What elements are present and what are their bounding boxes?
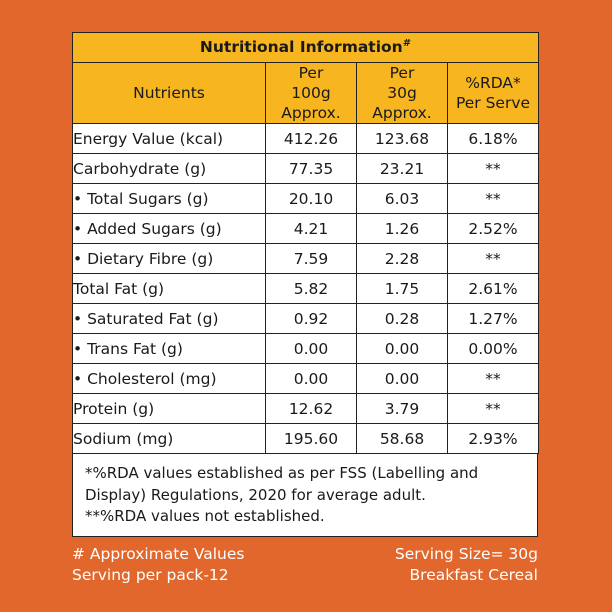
value-rda: ** bbox=[446, 363, 540, 394]
nutrient-name: Total Fat (g) bbox=[72, 273, 266, 304]
value-per-30g: 0.00 bbox=[356, 363, 448, 394]
serving-size: Serving Size= 30g bbox=[394, 545, 538, 563]
header-per-30g: Per 30g Approx. bbox=[356, 62, 448, 124]
value-per-30g: 123.68 bbox=[356, 123, 448, 154]
value-per-100g: 0.00 bbox=[265, 333, 357, 364]
footnote: *%RDA values established as per FSS (Lab… bbox=[72, 454, 538, 537]
table-row: • Trans Fat (g) 0.00 0.00 0.00% bbox=[72, 333, 540, 364]
title-mark: # bbox=[402, 38, 412, 50]
value-per-30g: 6.03 bbox=[356, 183, 448, 214]
column-header-row: Nutrients Per 100g Approx. Per 30g Approx.… bbox=[72, 62, 540, 124]
table-row: Energy Value (kcal) 412.26 123.68 6.18% bbox=[72, 123, 540, 154]
header-nutrients-label: Nutrients bbox=[133, 84, 205, 102]
header-per-100g-label: Per 100g Approx. bbox=[281, 64, 341, 122]
value-per-100g: 0.92 bbox=[265, 303, 357, 334]
value-rda: ** bbox=[446, 393, 540, 424]
nutrient-name: Energy Value (kcal) bbox=[72, 123, 266, 154]
table-row: • Saturated Fat (g) 0.92 0.28 1.27% bbox=[72, 303, 540, 334]
table-row: Protein (g) 12.62 3.79 ** bbox=[72, 393, 540, 424]
value-per-100g: 7.59 bbox=[265, 243, 357, 274]
footnote-line-1: *%RDA values established as per FSS (Lab… bbox=[85, 464, 479, 482]
table-title: Nutritional Information# bbox=[71, 32, 540, 63]
header-rda-label: %RDA* Per Serve bbox=[455, 74, 531, 112]
servings-per-pack: Serving per pack-12 bbox=[72, 566, 229, 584]
nutrient-name: • Cholesterol (mg) bbox=[72, 363, 266, 394]
value-per-100g: 5.82 bbox=[265, 273, 357, 304]
value-per-30g: 58.68 bbox=[356, 423, 448, 454]
nutrition-panel: Nutritional Information# Nutrients Per 10… bbox=[71, 32, 540, 537]
nutrient-name: Sodium (mg) bbox=[72, 423, 266, 454]
value-rda: 6.18% bbox=[446, 123, 540, 154]
value-per-30g: 23.21 bbox=[356, 153, 448, 184]
nutrient-name: Protein (g) bbox=[72, 393, 266, 424]
value-rda: ** bbox=[446, 243, 540, 274]
product-type: Breakfast Cereal bbox=[409, 566, 538, 584]
value-per-100g: 0.00 bbox=[265, 363, 357, 394]
bottom-left: # Approximate Values Serving per pack-12 bbox=[72, 544, 245, 586]
value-per-30g: 0.00 bbox=[356, 333, 448, 364]
bottom-right: Serving Size= 30g Breakfast Cereal bbox=[395, 544, 538, 586]
nutrient-name: • Total Sugars (g) bbox=[72, 183, 266, 214]
nutrient-rows: Energy Value (kcal) 412.26 123.68 6.18% Carb… bbox=[72, 123, 540, 454]
value-rda: 0.00% bbox=[446, 333, 540, 364]
table-row: • Cholesterol (mg) 0.00 0.00 ** bbox=[72, 363, 540, 394]
nutrient-name: • Added Sugars (g) bbox=[72, 213, 266, 244]
value-per-30g: 2.28 bbox=[356, 243, 448, 274]
value-per-100g: 195.60 bbox=[265, 423, 357, 454]
value-rda: 2.93% bbox=[446, 423, 540, 454]
table-row: • Total Sugars (g) 20.10 6.03 ** bbox=[72, 183, 540, 214]
nutrient-name: • Trans Fat (g) bbox=[72, 333, 266, 364]
value-per-30g: 1.75 bbox=[356, 273, 448, 304]
table-row: • Dietary Fibre (g) 7.59 2.28 ** bbox=[72, 243, 540, 274]
value-per-100g: 20.10 bbox=[265, 183, 357, 214]
value-rda: ** bbox=[446, 153, 540, 184]
value-rda: 2.61% bbox=[446, 273, 540, 304]
nutrient-name: • Saturated Fat (g) bbox=[72, 303, 266, 334]
header-nutrients: Nutrients bbox=[72, 62, 266, 124]
header-per-30g-label: Per 30g Approx. bbox=[372, 64, 432, 122]
footnote-line-2: Display) Regulations, 2020 for average a… bbox=[85, 485, 426, 504]
table-row: Carbohydrate (g) 77.35 23.21 ** bbox=[72, 153, 540, 184]
value-per-100g: 77.35 bbox=[265, 153, 357, 184]
header-per-100g: Per 100g Approx. bbox=[265, 62, 357, 124]
value-per-100g: 412.26 bbox=[265, 123, 357, 154]
value-per-100g: 4.21 bbox=[265, 213, 357, 244]
header-rda: %RDA* Per Serve bbox=[446, 62, 540, 124]
approximate-values-note: # Approximate Values bbox=[72, 545, 245, 563]
value-per-100g: 12.62 bbox=[265, 393, 357, 424]
value-per-30g: 3.79 bbox=[356, 393, 448, 424]
value-rda: ** bbox=[446, 183, 540, 214]
footnote-line-3: **%RDA values not established. bbox=[85, 507, 325, 525]
nutrition-table: Nutritional Information# Nutrients Per 10… bbox=[71, 32, 540, 454]
nutrient-name: Carbohydrate (g) bbox=[72, 153, 266, 184]
table-row: • Added Sugars (g) 4.21 1.26 2.52% bbox=[72, 213, 540, 244]
table-row: Total Fat (g) 5.82 1.75 2.61% bbox=[72, 273, 540, 304]
table-title-text: Nutritional Information bbox=[199, 38, 403, 57]
value-rda: 2.52% bbox=[446, 213, 540, 244]
nutrient-name: • Dietary Fibre (g) bbox=[72, 243, 266, 274]
value-rda: 1.27% bbox=[446, 303, 540, 334]
table-title-row: Nutritional Information# bbox=[71, 32, 540, 63]
table-row: Sodium (mg) 195.60 58.68 2.93% bbox=[72, 423, 540, 454]
value-per-30g: 0.28 bbox=[356, 303, 448, 334]
value-per-30g: 1.26 bbox=[356, 213, 448, 244]
